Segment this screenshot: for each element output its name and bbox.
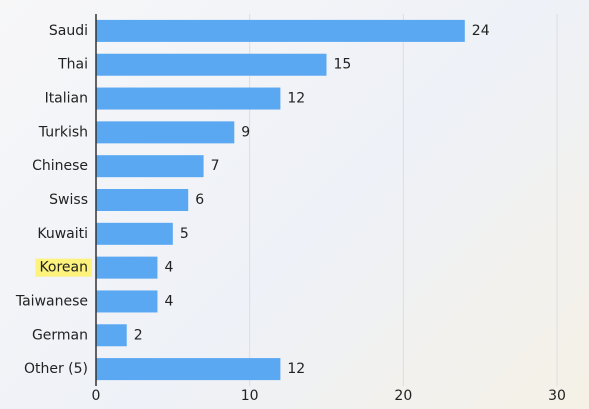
bar	[96, 121, 235, 144]
y-tick-label: Thai	[57, 57, 88, 73]
bar	[96, 358, 281, 381]
highlight	[35, 258, 92, 277]
value-label: 24	[472, 23, 490, 39]
value-label: 5	[180, 226, 189, 242]
x-tick-label: 10	[241, 388, 259, 404]
value-label: 15	[334, 57, 352, 73]
value-label: 12	[287, 91, 305, 107]
y-tick-label: Kuwaiti	[37, 226, 88, 242]
x-tick-label: 0	[92, 388, 101, 404]
y-tick-label: Taiwanese	[15, 293, 88, 309]
value-label: 9	[241, 124, 250, 140]
bar	[96, 290, 158, 313]
x-tick-label: 30	[548, 388, 566, 404]
bar	[96, 19, 465, 42]
bar	[96, 256, 158, 279]
x-tick-label: 20	[394, 388, 412, 404]
bar	[96, 324, 127, 347]
bar	[96, 53, 327, 76]
y-tick-label: Korean	[39, 260, 88, 276]
value-label: 12	[287, 361, 305, 377]
value-label: 4	[164, 260, 173, 276]
y-tick-label: Swiss	[49, 192, 88, 208]
value-label: 6	[195, 192, 204, 208]
y-tick-label: German	[32, 327, 88, 343]
value-label: 7	[211, 158, 220, 174]
y-tick-label: Saudi	[49, 23, 88, 39]
bar	[96, 189, 189, 211]
bar	[96, 155, 204, 178]
y-tick-label: Italian	[45, 91, 88, 107]
bar	[96, 222, 173, 245]
y-tick-label: Turkish	[38, 124, 88, 140]
bar	[96, 87, 281, 110]
value-label: 2	[134, 327, 143, 343]
y-tick-label: Other (5)	[24, 361, 88, 377]
y-tick-label: Chinese	[32, 158, 88, 174]
value-label: 4	[164, 293, 173, 309]
